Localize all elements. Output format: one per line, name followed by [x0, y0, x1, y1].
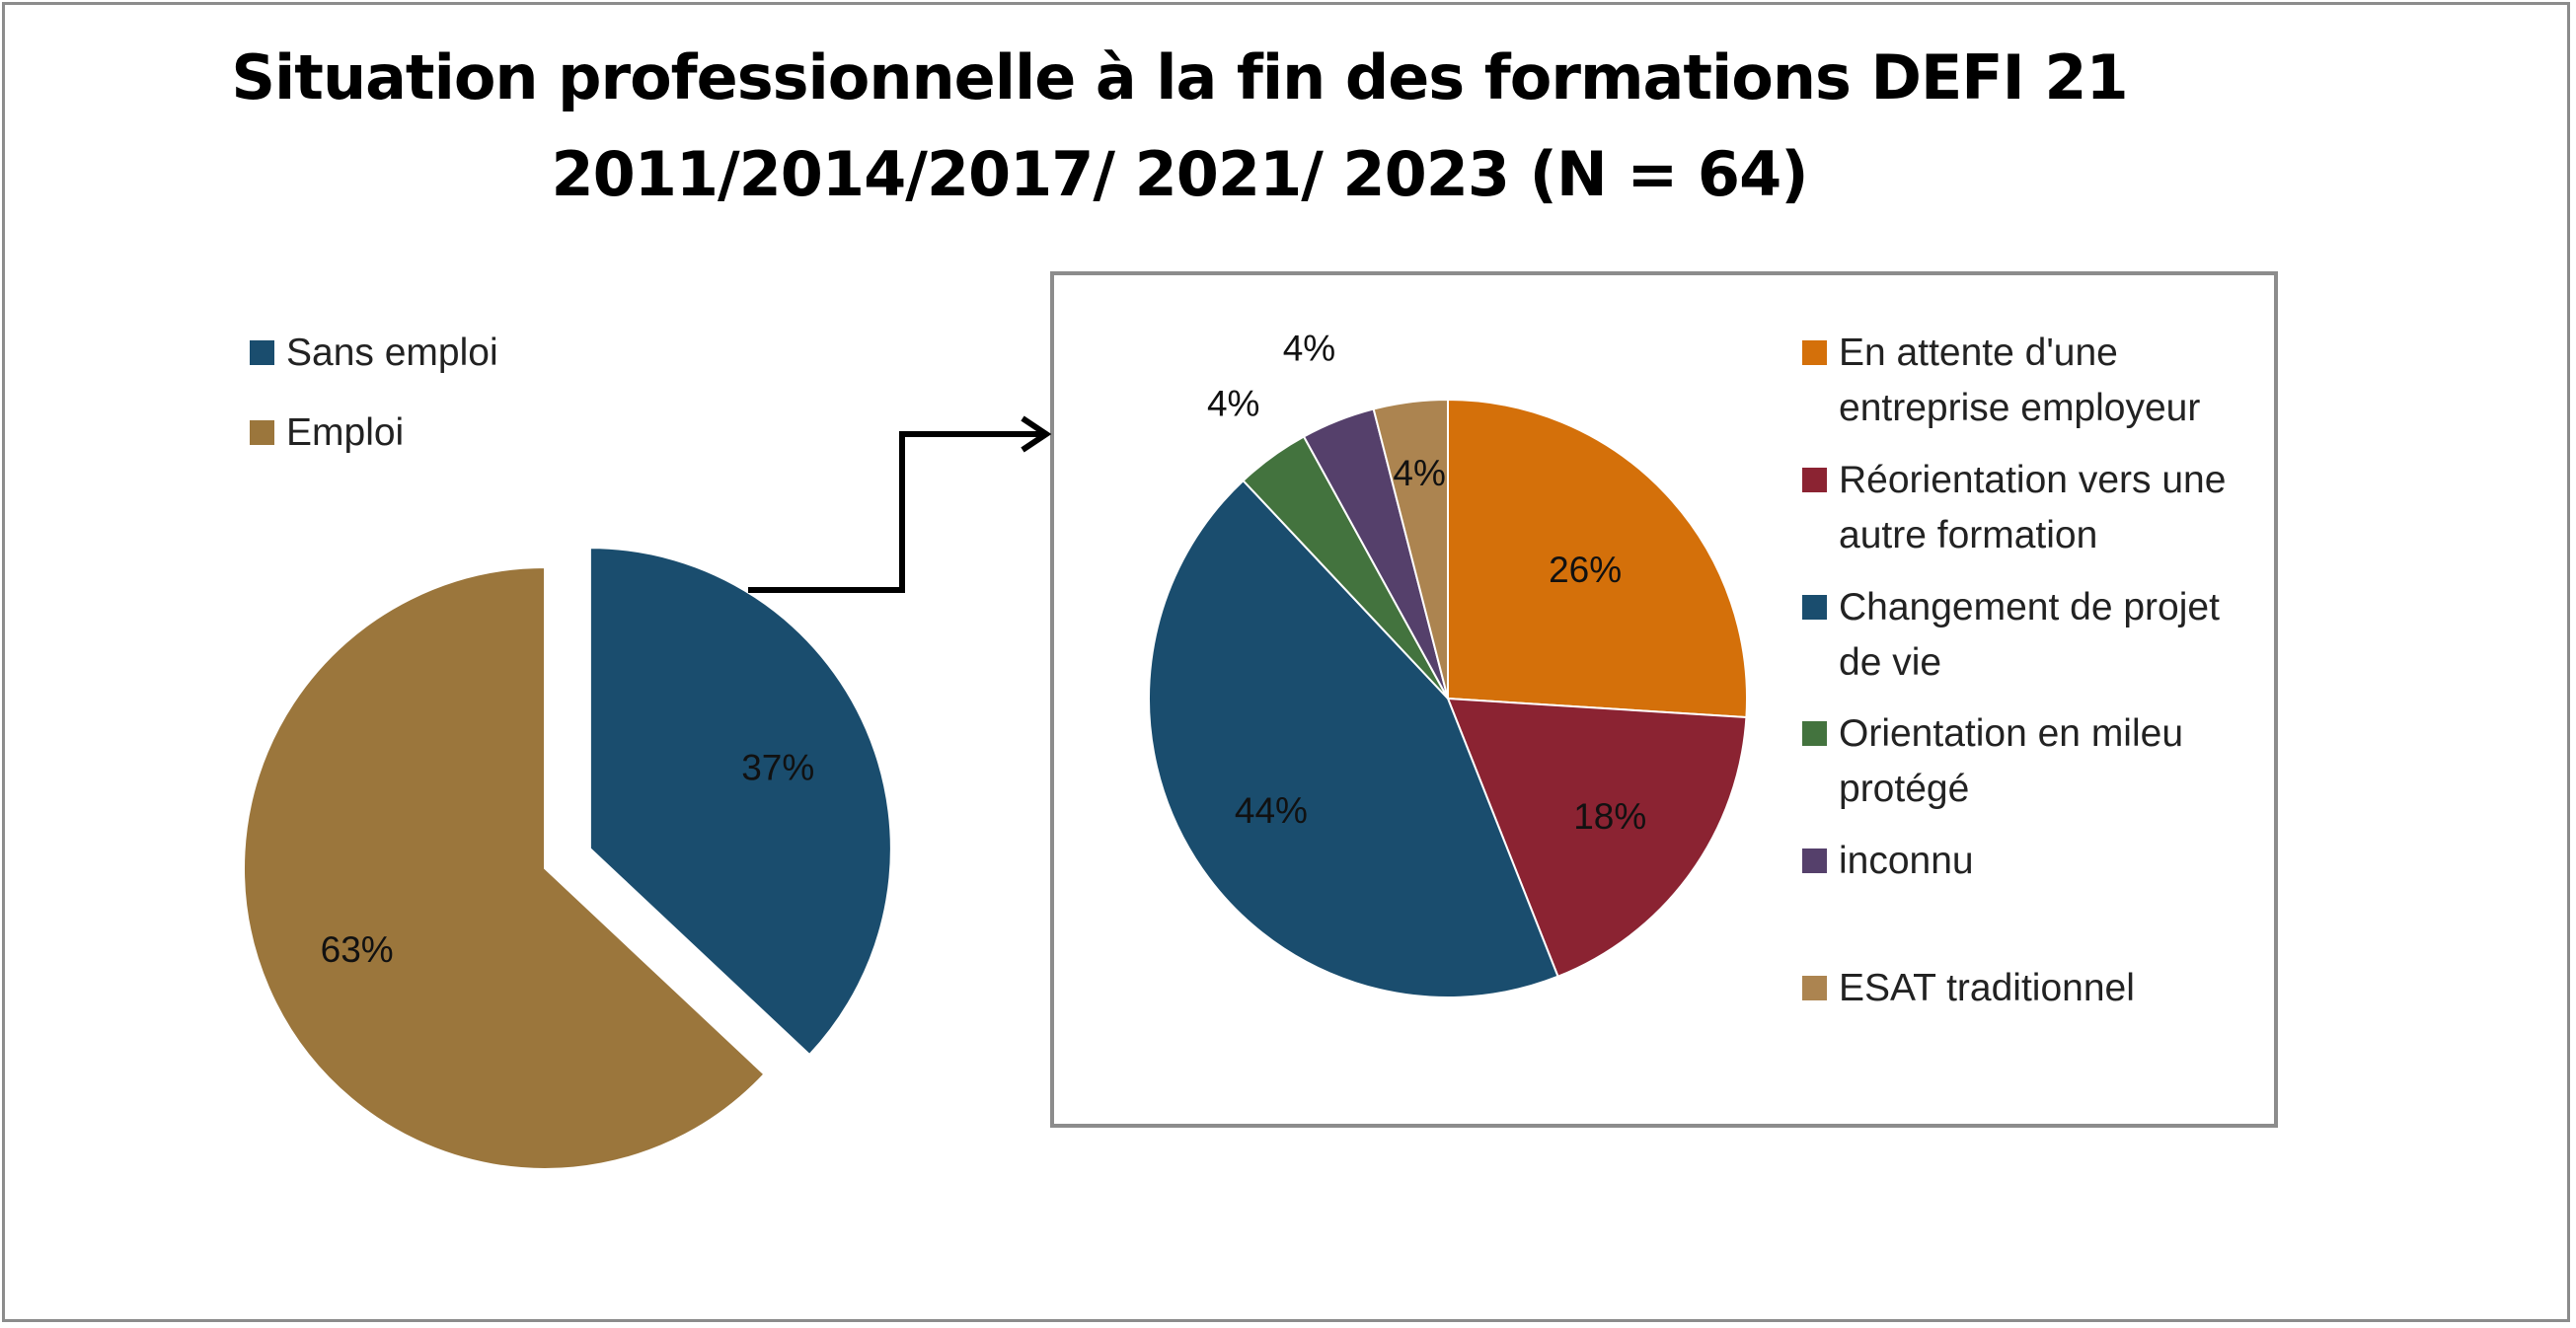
data-label-en-attente-d-une-entreprise-employeur: 26%	[1549, 550, 1622, 590]
legend-label-en-attente: En attente d'une entreprise employeur	[1839, 332, 2201, 429]
legend-item-reorientation: Réorientation vers une autre formation	[1802, 453, 2226, 563]
main-pie-chart: 37% 63%	[243, 547, 892, 1170]
legend-swatch-en-attente	[1802, 340, 1827, 365]
legend-swatch-orientation	[1802, 721, 1827, 746]
data-label-changement-de-projet-de-vie: 44%	[1235, 790, 1308, 831]
data-label-orientation-en-mileu-protege: 4%	[1207, 383, 1259, 423]
breakdown-pie-chart: 26% 18% 44% 4% 4% 4%	[1148, 329, 1748, 998]
chart-title-line2: 2011/2014/2017/ 2021/ 2023 (N = 64)	[551, 138, 1808, 210]
data-label-sans-emploi: 37%	[741, 747, 814, 787]
legend-item-inconnu: inconnu	[1802, 834, 1974, 889]
legend-item-emploi: Emploi	[250, 406, 404, 461]
connector-arrow-line	[748, 431, 1044, 593]
legend-label-orientation: Orientation en mileu protégé	[1839, 712, 2184, 810]
pie-slice-sans-emploi	[588, 547, 892, 1057]
pie-slice-reorientation-vers-une-autre-formation	[1446, 697, 1748, 979]
legend-swatch-emploi	[250, 420, 274, 445]
legend-swatch-sans-emploi	[250, 340, 274, 365]
legend-item-sans-emploi: Sans emploi	[250, 326, 498, 381]
data-label-inconnu: 4%	[1283, 329, 1335, 369]
data-label-emploi: 63%	[321, 929, 394, 970]
legend-swatch-inconnu	[1802, 848, 1827, 873]
legend-label-changement: Changement de projet de vie	[1839, 586, 2220, 684]
pie-slice-changement-de-projet-de-vie	[1148, 479, 1559, 998]
data-label-reorientation-vers-une-autre-formation: 18%	[1573, 796, 1646, 837]
legend-label-reorientation: Réorientation vers une autre formation	[1839, 459, 2227, 556]
legend-swatch-esat	[1802, 976, 1827, 1000]
legend-label-sans-emploi: Sans emploi	[286, 332, 498, 374]
legend-label-esat: ESAT traditionnel	[1839, 967, 2135, 1009]
legend-item-orientation: Orientation en mileu protégé	[1802, 706, 2183, 817]
legend-label-emploi: Emploi	[286, 411, 405, 454]
chart-title-line1: Situation professionnelle à la fin des f…	[231, 41, 2128, 113]
legend-item-changement: Changement de projet de vie	[1802, 580, 2220, 691]
pie-slice-emploi	[243, 565, 766, 1170]
pie-slice-en-attente-d-une-entreprise-employeur	[1447, 398, 1748, 719]
legend-swatch-reorientation	[1802, 468, 1827, 492]
legend-item-en-attente: En attente d'une entreprise employeur	[1802, 326, 2200, 436]
legend-swatch-changement	[1802, 595, 1827, 620]
pie-slice-esat-traditionnel	[1372, 398, 1449, 700]
legend-item-esat: ESAT traditionnel	[1802, 961, 2135, 1016]
legend-label-inconnu: inconnu	[1839, 840, 1974, 882]
data-label-esat-traditionnel: 4%	[1393, 453, 1445, 493]
connector-arrowhead-icon	[1021, 415, 1052, 453]
